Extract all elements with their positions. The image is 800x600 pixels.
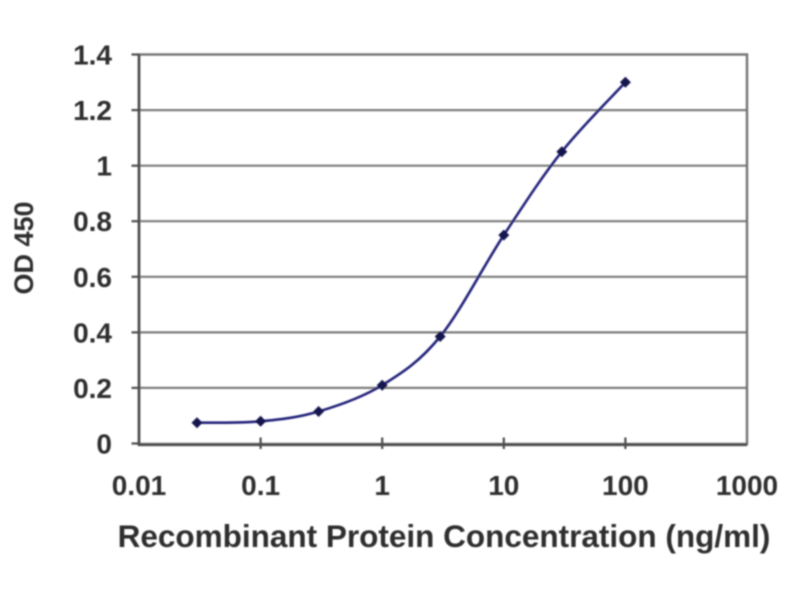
svg-text:10: 10 xyxy=(488,470,519,501)
svg-text:1000: 1000 xyxy=(716,470,778,501)
svg-text:1.2: 1.2 xyxy=(73,95,112,126)
svg-text:0.1: 0.1 xyxy=(241,470,280,501)
svg-text:100: 100 xyxy=(602,470,649,501)
svg-text:0.4: 0.4 xyxy=(73,317,112,348)
svg-text:1: 1 xyxy=(374,470,390,501)
svg-text:0.8: 0.8 xyxy=(73,206,112,237)
svg-text:0.6: 0.6 xyxy=(73,262,112,293)
svg-text:OD 450: OD 450 xyxy=(9,201,39,294)
svg-text:0.2: 0.2 xyxy=(73,373,112,404)
svg-text:1.4: 1.4 xyxy=(73,40,112,71)
svg-text:Recombinant Protein Concentrat: Recombinant Protein Concentration (ng/ml… xyxy=(118,518,771,554)
svg-text:0: 0 xyxy=(96,429,112,460)
svg-text:1: 1 xyxy=(96,151,112,182)
svg-text:0.01: 0.01 xyxy=(112,470,167,501)
